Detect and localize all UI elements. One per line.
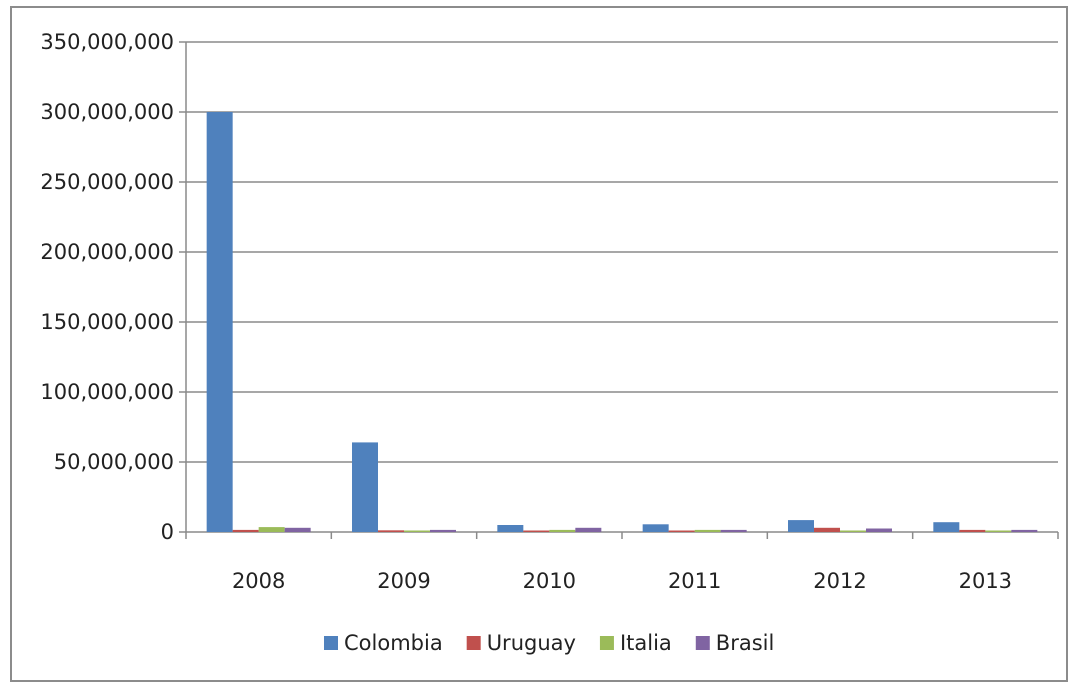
y-tick-label: 350,000,000 xyxy=(40,30,174,54)
y-tick-label: 200,000,000 xyxy=(40,240,174,264)
bar-brasil-2010 xyxy=(575,527,602,532)
legend: Colombia Uruguay Italia Brasil xyxy=(324,631,774,655)
y-tick-label: 100,000,000 xyxy=(40,380,174,404)
bar-colombia-2011 xyxy=(642,524,669,532)
bar-italia-2008 xyxy=(258,527,285,532)
bar-italia-2012 xyxy=(840,530,866,532)
bar-brasil-2008 xyxy=(284,527,311,532)
bar-brasil-2013 xyxy=(1011,529,1038,532)
legend-swatch xyxy=(599,636,614,650)
bar-brasil-2011 xyxy=(720,529,747,532)
bar-italia-2010 xyxy=(549,529,576,532)
legend-label: Brasil xyxy=(716,631,775,655)
bar-uruguay-2011 xyxy=(668,530,695,532)
y-tick-label: 300,000,000 xyxy=(40,100,174,124)
bar-uruguay-2009 xyxy=(378,530,404,532)
x-tick-label: 2011 xyxy=(668,569,721,593)
legend-label: Uruguay xyxy=(487,631,576,655)
x-axis-tick-labels: 2008 2009 2010 2011 2012 2013 xyxy=(232,569,1012,593)
legend-label: Italia xyxy=(620,631,672,655)
x-tick-label: 2009 xyxy=(377,569,430,593)
x-tick-label: 2010 xyxy=(523,569,576,593)
bars xyxy=(206,112,1038,532)
bar-brasil-2009 xyxy=(430,529,456,532)
bar-chart: 0 50,000,000 100,000,000 150,000,000 200,000… xyxy=(40,30,1059,655)
bar-italia-2011 xyxy=(694,529,721,532)
y-tick-label: 50,000,000 xyxy=(54,450,174,474)
axes xyxy=(179,41,1059,539)
legend-swatch xyxy=(324,636,338,650)
bar-colombia-2012 xyxy=(788,520,814,532)
bar-italia-2013 xyxy=(985,530,1012,532)
legend-label: Colombia xyxy=(344,631,443,655)
y-tick-label: 0 xyxy=(161,520,174,544)
bar-uruguay-2012 xyxy=(814,527,840,532)
bar-italia-2009 xyxy=(404,530,430,532)
legend-item-italia: Italia xyxy=(599,631,672,655)
bar-uruguay-2010 xyxy=(523,530,550,532)
y-tick-label: 250,000,000 xyxy=(40,170,174,194)
bar-uruguay-2013 xyxy=(959,529,986,532)
legend-item-brasil: Brasil xyxy=(695,631,775,655)
y-tick-label: 150,000,000 xyxy=(40,310,174,334)
x-tick-label: 2008 xyxy=(232,569,285,593)
x-tick-label: 2012 xyxy=(813,569,866,593)
chart-frame: 0 50,000,000 100,000,000 150,000,000 200,000… xyxy=(10,6,1068,682)
legend-swatch xyxy=(695,636,710,650)
bar-colombia-2009 xyxy=(352,442,378,532)
gridlines xyxy=(186,41,1058,463)
bar-brasil-2012 xyxy=(866,528,892,532)
bar-colombia-2008 xyxy=(206,112,233,532)
legend-item-uruguay: Uruguay xyxy=(466,631,576,655)
bar-uruguay-2008 xyxy=(232,529,259,532)
x-tick-label: 2013 xyxy=(959,569,1012,593)
legend-swatch xyxy=(466,636,481,650)
bar-colombia-2010 xyxy=(497,525,524,532)
bar-colombia-2013 xyxy=(933,522,960,532)
legend-item-colombia: Colombia xyxy=(324,631,443,655)
y-axis-tick-labels: 0 50,000,000 100,000,000 150,000,000 200,000… xyxy=(40,30,174,544)
